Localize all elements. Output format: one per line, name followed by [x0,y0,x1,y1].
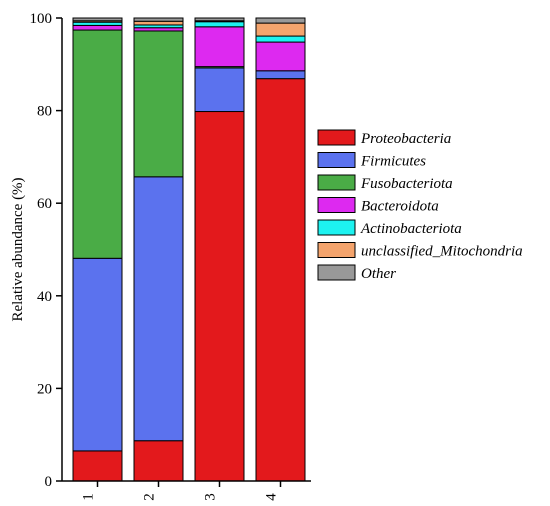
x-tick-label-4: 4 [264,493,280,501]
bar-segment-1-2 [72,29,123,259]
bar-stack-2 [133,17,184,482]
bar-segment-2-2 [133,30,184,178]
bar-segment-3-1 [194,67,245,113]
legend-swatch-5 [317,242,356,258]
bar-stack-1 [72,17,123,482]
x-tick-label-2: 2 [142,493,158,501]
y-tick-label: 100 [30,11,53,27]
bar-stack-3 [194,17,245,482]
bar-segment-3-6 [194,17,245,22]
bar-segment-3-4 [194,21,245,28]
legend-label-6: Other [361,266,396,282]
bar-segment-1-3 [72,24,123,31]
y-tick-label: 40 [37,289,52,305]
legend-label-0: Proteobacteria [360,131,451,147]
bar-segment-4-5 [255,22,306,37]
legend-label-2: Fusobacteriota [360,176,453,192]
bar-segment-1-0 [72,450,123,482]
legend-swatch-1 [317,152,356,168]
bar-segment-4-3 [255,41,306,72]
bar-segment-4-6 [255,17,306,24]
bar-segment-2-6 [133,17,184,22]
y-ticks: 0 20 40 60 80 100 [30,11,62,490]
bar-segment-3-0 [194,111,245,482]
legend-swatch-3 [317,197,356,213]
x-ticks: 1 2 3 4 [81,481,282,501]
plot-area [72,17,306,482]
y-tick-label: 0 [45,474,53,490]
y-tick-label: 20 [37,381,52,397]
bar-segment-2-0 [133,440,184,482]
bar-segment-4-0 [255,78,306,482]
bar-segment-1-1 [72,257,123,452]
y-tick-label: 60 [37,196,52,212]
bar-segment-4-4 [255,35,306,43]
legend: Proteobacteria Firmicutes Fusobacteriota Ba… [317,129,523,282]
legend-swatch-6 [317,264,356,281]
x-tick-label-1: 1 [81,493,97,501]
legend-swatch-4 [317,219,356,236]
legend-label-1: Firmicutes [360,154,426,170]
x-tick-label-3: 3 [203,493,219,501]
y-axis-label: Relative abundance (%) [10,177,26,321]
bar-segment-1-6 [72,17,123,22]
bar-segment-4-1 [255,70,306,80]
bar-segment-3-3 [194,26,245,68]
bar-segment-2-1 [133,176,184,442]
legend-label-4: Actinobacteriota [360,221,462,237]
legend-label-5: unclassified_Mitochondria [361,244,523,260]
legend-label-3: Bacteroidota [361,199,439,215]
bar-segment-2-5 [133,20,184,26]
legend-swatch-0 [317,129,356,146]
legend-swatch-2 [317,174,356,191]
y-tick-label: 80 [37,104,52,120]
bar-stack-4 [255,17,306,482]
